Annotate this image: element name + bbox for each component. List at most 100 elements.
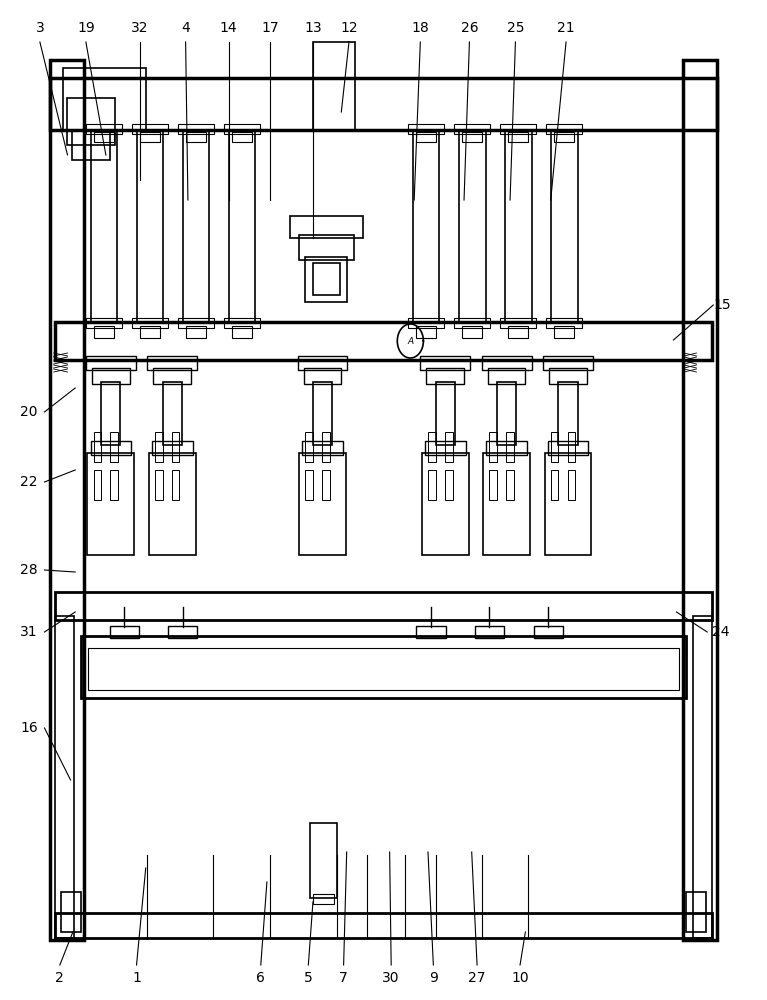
Bar xyxy=(94,326,114,338)
Bar xyxy=(50,60,84,940)
Bar xyxy=(186,326,206,338)
Text: 20: 20 xyxy=(21,405,38,419)
Bar xyxy=(172,470,179,500)
Bar xyxy=(140,132,160,142)
Text: 6: 6 xyxy=(256,971,265,985)
Bar xyxy=(408,318,444,328)
Text: 17: 17 xyxy=(262,21,278,35)
Bar xyxy=(475,626,504,638)
Text: 2: 2 xyxy=(55,971,64,985)
Bar xyxy=(178,318,214,328)
Text: 10: 10 xyxy=(512,971,528,985)
Bar xyxy=(543,356,593,370)
Text: 7: 7 xyxy=(339,971,348,985)
Bar xyxy=(554,132,574,142)
Bar xyxy=(408,124,444,134)
Bar xyxy=(416,626,446,638)
Bar xyxy=(445,470,453,500)
Bar xyxy=(462,132,482,142)
Bar xyxy=(155,432,163,462)
Text: 14: 14 xyxy=(220,21,237,35)
Bar xyxy=(92,368,130,384)
Bar xyxy=(153,368,191,384)
Bar xyxy=(554,326,574,338)
Bar xyxy=(534,626,563,638)
Bar xyxy=(683,60,717,940)
Bar xyxy=(224,124,260,134)
Bar xyxy=(445,432,453,462)
Bar xyxy=(428,432,436,462)
Bar xyxy=(313,42,355,130)
Bar xyxy=(183,130,209,322)
Bar xyxy=(94,132,114,142)
Bar xyxy=(425,441,466,455)
Bar xyxy=(454,124,490,134)
Bar xyxy=(508,326,528,338)
Bar xyxy=(489,470,497,500)
Bar xyxy=(101,382,120,445)
Bar xyxy=(454,318,490,328)
Bar xyxy=(91,441,131,455)
Bar xyxy=(86,124,122,134)
Bar xyxy=(568,432,575,462)
Bar xyxy=(483,453,530,555)
Bar xyxy=(67,98,115,145)
Bar xyxy=(459,130,486,322)
Bar xyxy=(50,78,717,130)
Bar xyxy=(232,326,252,338)
Bar xyxy=(55,616,74,938)
Bar xyxy=(568,470,575,500)
Text: 30: 30 xyxy=(383,971,400,985)
Bar xyxy=(110,432,118,462)
Bar xyxy=(322,470,330,500)
Bar xyxy=(152,441,193,455)
Bar xyxy=(149,453,196,555)
Bar xyxy=(132,318,168,328)
Bar xyxy=(172,432,179,462)
Bar xyxy=(428,470,436,500)
Bar xyxy=(506,470,514,500)
Bar xyxy=(299,453,346,555)
Bar xyxy=(313,382,332,445)
Bar xyxy=(416,326,436,338)
Bar xyxy=(55,322,712,360)
Bar xyxy=(55,913,712,938)
Text: 32: 32 xyxy=(131,21,148,35)
Bar xyxy=(508,132,528,142)
Bar xyxy=(313,894,334,904)
Text: A: A xyxy=(407,336,413,346)
Bar xyxy=(63,68,146,130)
Bar xyxy=(72,130,110,160)
Bar xyxy=(420,356,470,370)
Bar xyxy=(413,130,439,322)
Text: 24: 24 xyxy=(713,625,729,639)
Bar xyxy=(290,216,363,238)
Bar xyxy=(61,892,81,932)
Bar xyxy=(87,453,134,555)
Bar xyxy=(488,368,525,384)
Bar xyxy=(110,626,139,638)
Bar xyxy=(86,318,122,328)
Bar xyxy=(546,318,582,328)
Bar xyxy=(140,326,160,338)
Bar xyxy=(298,356,347,370)
Text: 5: 5 xyxy=(304,971,313,985)
Bar xyxy=(305,257,347,302)
Bar xyxy=(558,382,578,445)
Text: 1: 1 xyxy=(132,971,141,985)
Bar xyxy=(137,130,163,322)
Bar xyxy=(304,368,341,384)
Bar xyxy=(426,368,464,384)
Bar xyxy=(436,382,455,445)
Bar xyxy=(94,470,101,500)
Text: 26: 26 xyxy=(461,21,478,35)
Bar xyxy=(686,892,706,932)
Bar xyxy=(545,453,591,555)
Bar xyxy=(482,356,532,370)
Bar xyxy=(486,441,527,455)
Bar xyxy=(500,318,536,328)
Bar xyxy=(489,432,497,462)
Bar xyxy=(551,130,578,322)
Bar xyxy=(548,441,588,455)
Bar xyxy=(462,326,482,338)
